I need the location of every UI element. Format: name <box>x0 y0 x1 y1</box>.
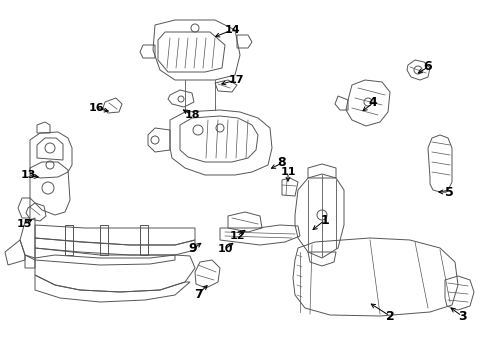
Text: 2: 2 <box>386 310 394 323</box>
Text: 14: 14 <box>224 25 240 35</box>
Text: 11: 11 <box>280 167 296 177</box>
Text: 15: 15 <box>16 219 32 229</box>
Text: 17: 17 <box>228 75 244 85</box>
Text: 13: 13 <box>20 170 36 180</box>
Text: 9: 9 <box>189 243 197 256</box>
Text: 16: 16 <box>88 103 104 113</box>
Text: 7: 7 <box>194 288 202 301</box>
Text: 12: 12 <box>229 231 245 241</box>
Text: 18: 18 <box>184 110 200 120</box>
Text: 6: 6 <box>424 60 432 73</box>
Text: 10: 10 <box>217 244 233 254</box>
Text: 4: 4 <box>368 96 377 109</box>
Text: 1: 1 <box>320 213 329 226</box>
Text: 5: 5 <box>444 185 453 198</box>
Text: 8: 8 <box>278 157 286 170</box>
Text: 3: 3 <box>458 310 466 323</box>
